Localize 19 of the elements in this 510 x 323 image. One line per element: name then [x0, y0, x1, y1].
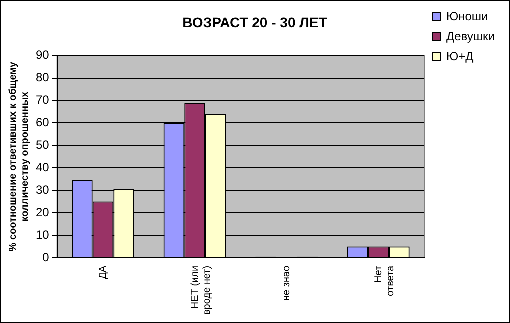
y-tick-label: 30 [36, 182, 50, 197]
y-tick-label: 40 [36, 160, 50, 174]
chart-title: ВОЗРАСТ 20 - 30 ЛЕТ [182, 14, 328, 30]
x-tick-label: не знао [282, 266, 293, 302]
legend-label: Юноши [446, 9, 488, 24]
y-tick-label: 90 [36, 48, 50, 62]
y-tick-label: 80 [36, 70, 50, 85]
legend-label: Ю+Д [446, 49, 474, 64]
x-tick-label: ДА [98, 266, 109, 280]
y-tick-label: 60 [36, 115, 50, 130]
x-tick-label: Нет ответа [373, 266, 396, 296]
legend-label: Девушки [446, 29, 496, 44]
y-tick-label: 0 [42, 250, 50, 264]
y-tick-label: 50 [36, 138, 50, 152]
y-tick-label: 20 [36, 205, 50, 220]
x-tick-label: НЕТ (или вроде нет) [190, 266, 213, 316]
y-axis-title: % соотношение ответивших к общему колличеству опрошенных [8, 62, 31, 252]
y-tick-label: 10 [36, 228, 50, 242]
y-tick-label: 70 [36, 93, 50, 108]
